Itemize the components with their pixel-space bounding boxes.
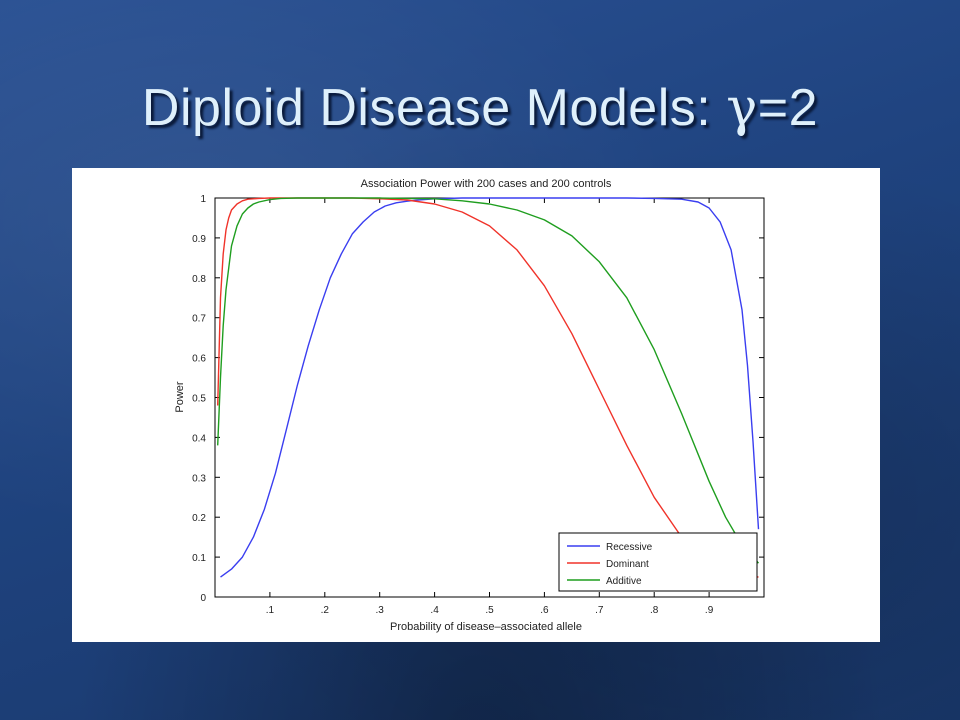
series-line-dominant bbox=[217, 197, 759, 578]
x-tick-label: .4 bbox=[430, 605, 439, 616]
slide-title: Diploid Disease Models: γ=2 bbox=[0, 78, 960, 138]
plot-area bbox=[214, 197, 765, 598]
chart-panel: Association Power with 200 cases and 200… bbox=[72, 168, 880, 642]
legend-box bbox=[558, 532, 758, 592]
x-tick-label: .1 bbox=[266, 605, 275, 616]
y-tick-label: 0.6 bbox=[192, 354, 206, 365]
y-tick-label: 0.9 bbox=[192, 234, 206, 245]
legend: Recessive Dominant Additive bbox=[558, 532, 758, 592]
x-tick-label: .7 bbox=[595, 605, 604, 616]
legend-label-additive: Additive bbox=[606, 576, 642, 587]
power-chart: Association Power with 200 cases and 200… bbox=[174, 178, 765, 633]
x-tick-label: .9 bbox=[705, 605, 714, 616]
y-tick-label: 0.7 bbox=[192, 314, 206, 325]
y-tick-label: 0.4 bbox=[192, 433, 206, 444]
series-line-recessive bbox=[220, 197, 760, 578]
x-tick-label: .8 bbox=[650, 605, 659, 616]
x-tick-label: .5 bbox=[485, 605, 494, 616]
x-axis-label: Probability of disease–associated allele bbox=[390, 621, 582, 633]
legend-label-recessive: Recessive bbox=[606, 542, 653, 553]
series-lines bbox=[217, 197, 760, 578]
legend-label-dominant: Dominant bbox=[606, 559, 649, 570]
chart-title: Association Power with 200 cases and 200… bbox=[361, 178, 612, 190]
y-axis: 0 0.1 0.2 0.3 0.4 0.5 0.6 0.7 0.8 0.9 1 bbox=[192, 194, 764, 604]
x-axis: .1 .2 .3 .4 .5 .6 .7 .8 .9 bbox=[266, 198, 714, 616]
x-tick-label: .6 bbox=[540, 605, 549, 616]
series-line-additive bbox=[217, 197, 760, 564]
y-tick-label: 0.1 bbox=[192, 553, 206, 564]
y-tick-label: 0 bbox=[200, 593, 206, 604]
y-axis-label: Power bbox=[174, 381, 186, 413]
slide-title-suffix: =2 bbox=[757, 79, 819, 137]
y-tick-label: 0.2 bbox=[192, 513, 206, 524]
x-tick-label: .3 bbox=[376, 605, 385, 616]
gamma-symbol: γ bbox=[726, 78, 758, 138]
y-tick-label: 1 bbox=[200, 194, 206, 205]
y-tick-label: 0.3 bbox=[192, 473, 206, 484]
x-tick-label: .2 bbox=[321, 605, 330, 616]
y-tick-label: 0.8 bbox=[192, 274, 206, 285]
y-tick-label: 0.5 bbox=[192, 394, 206, 405]
slide-title-prefix: Diploid Disease Models: bbox=[141, 79, 727, 137]
